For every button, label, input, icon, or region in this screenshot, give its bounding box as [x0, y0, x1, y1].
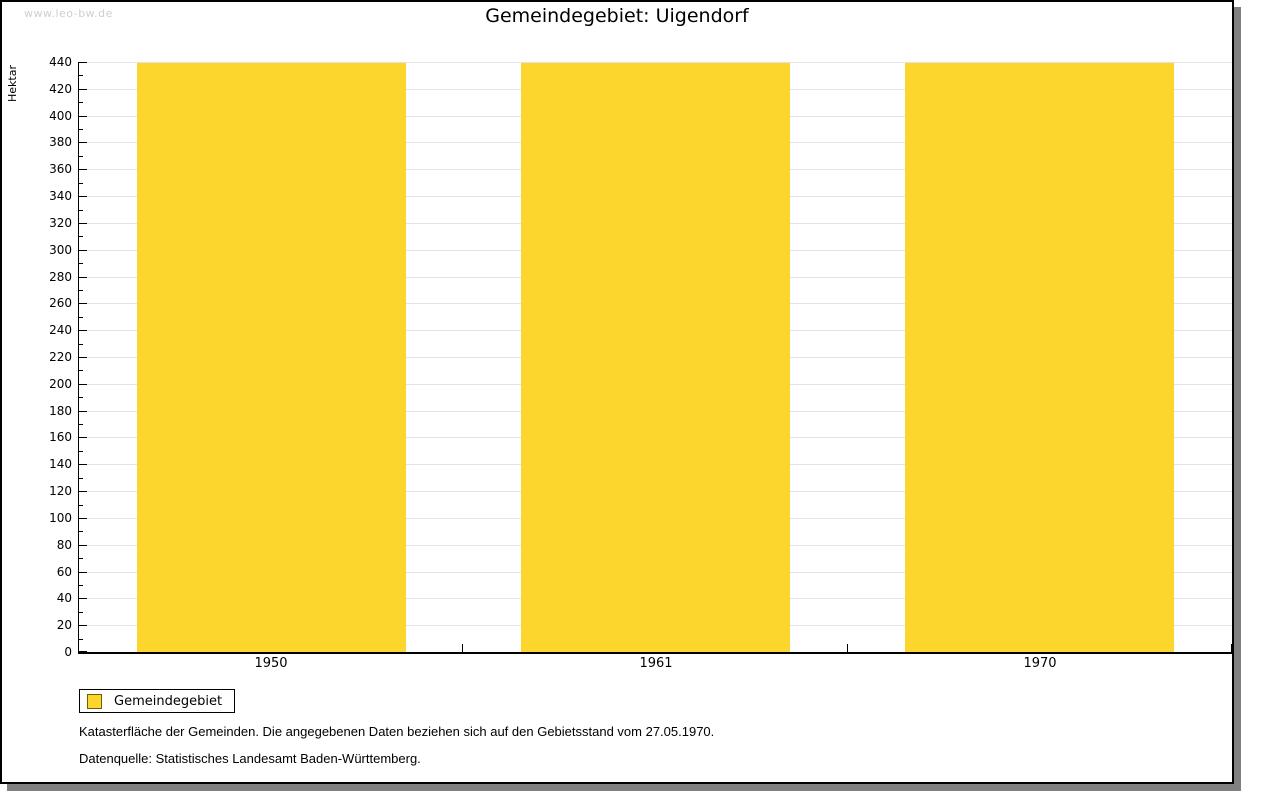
y-tick-major	[79, 545, 87, 546]
y-tick-label: 320	[49, 216, 72, 230]
bar-1970	[905, 63, 1174, 652]
y-tick-major	[79, 572, 87, 573]
y-tick-label: 80	[56, 538, 72, 552]
y-tick-minor	[79, 183, 83, 184]
y-tick-label: 260	[49, 296, 72, 310]
x-category-label: 1970	[1023, 656, 1057, 671]
y-tick-minor	[79, 558, 83, 559]
y-tick-major	[79, 62, 87, 63]
y-tick-major	[79, 196, 87, 197]
x-tick	[462, 644, 463, 652]
y-tick-label: 380	[49, 135, 72, 149]
plot-area: 0 20 40 60 80 100 120 140 160 180 200 220 240 260 280 3…	[49, 55, 1232, 671]
chart-panel: www.leo-bw.de Gemeindegebiet: Uigendorf …	[0, 0, 1234, 784]
y-tick-label: 0	[64, 645, 72, 659]
y-tick-major	[79, 411, 87, 412]
y-tick-major	[79, 437, 87, 438]
y-tick-label: 340	[49, 189, 72, 203]
x-category-label: 1950	[254, 656, 288, 671]
y-tick-label: 160	[49, 430, 72, 444]
y-tick-major	[79, 116, 87, 117]
y-tick-major	[79, 250, 87, 251]
y-tick-minor	[79, 370, 83, 371]
y-tick-label: 220	[49, 350, 72, 364]
x-category-label: 1961	[639, 656, 673, 671]
legend: Gemeindegebiet	[79, 689, 236, 713]
y-tick-minor	[79, 397, 83, 398]
y-axis-title: Hektar	[6, 65, 19, 102]
y-tick-label: 280	[49, 270, 72, 284]
y-tick-major	[79, 464, 87, 465]
y-tick-minor	[79, 290, 83, 291]
y-tick-label: 420	[49, 82, 72, 96]
bar-1961	[521, 63, 790, 652]
y-gridline	[79, 62, 1232, 63]
y-tick-minor	[79, 451, 83, 452]
y-tick-label: 360	[49, 162, 72, 176]
y-tick-minor	[79, 585, 83, 586]
y-tick-label: 240	[49, 323, 72, 337]
y-tick-major	[79, 142, 87, 143]
y-tick-label: 20	[56, 618, 72, 632]
y-tick-minor	[79, 263, 83, 264]
x-tick	[1231, 644, 1232, 652]
y-tick-label: 200	[49, 377, 72, 391]
y-tick-major	[79, 598, 87, 599]
watermark: www.leo-bw.de	[24, 7, 113, 20]
bar-1950	[137, 63, 406, 652]
y-tick-label: 100	[49, 511, 72, 525]
y-tick-label: 400	[49, 109, 72, 123]
y-tick-major	[79, 491, 87, 492]
y-tick-major	[79, 384, 87, 385]
y-tick-major	[79, 651, 87, 652]
legend-swatch-icon	[87, 693, 102, 709]
y-tick-minor	[79, 210, 83, 211]
y-tick-minor	[79, 424, 83, 425]
footnote-source: Datenquelle: Statistisches Landesamt Bad…	[79, 751, 421, 766]
y-tick-minor	[79, 317, 83, 318]
y-tick-major	[79, 223, 87, 224]
y-tick-label: 40	[56, 591, 72, 605]
legend-label: Gemeindegebiet	[114, 693, 223, 709]
y-tick-major	[79, 357, 87, 358]
y-tick-major	[79, 169, 87, 170]
y-tick-minor	[79, 478, 83, 479]
y-tick-label: 120	[49, 484, 72, 498]
x-tick	[847, 644, 848, 652]
y-tick-label: 140	[49, 457, 72, 471]
y-tick-major	[79, 277, 87, 278]
y-tick-label: 180	[49, 404, 72, 418]
y-tick-minor	[79, 612, 83, 613]
y-tick-minor	[79, 156, 83, 157]
y-tick-minor	[79, 639, 83, 640]
footnote-description: Katasterfläche der Gemeinden. Die angege…	[79, 724, 715, 739]
y-tick-major	[79, 330, 87, 331]
y-tick-minor	[79, 236, 83, 237]
y-tick-major	[79, 625, 87, 626]
y-tick-major	[79, 89, 87, 90]
y-tick-label: 60	[56, 565, 72, 579]
y-tick-major	[79, 303, 87, 304]
y-tick-minor	[79, 531, 83, 532]
y-tick-label: 300	[49, 243, 72, 257]
y-tick-minor	[79, 505, 83, 506]
chart-title: Gemeindegebiet: Uigendorf	[485, 5, 749, 27]
y-tick-minor	[79, 102, 83, 103]
y-tick-label: 440	[49, 55, 72, 69]
y-tick-major	[79, 518, 87, 519]
y-tick-minor	[79, 129, 83, 130]
y-tick-minor	[79, 75, 83, 76]
y-tick-minor	[79, 344, 83, 345]
